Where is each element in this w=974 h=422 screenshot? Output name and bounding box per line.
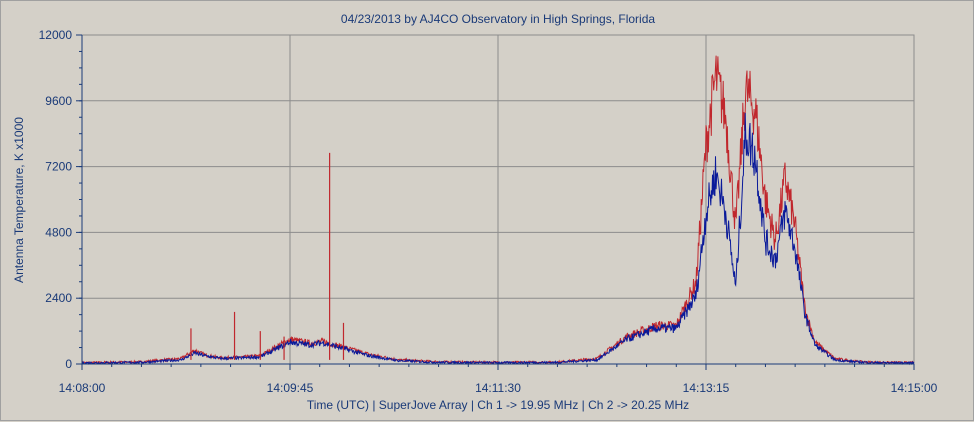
series-ch2-line [81, 112, 915, 366]
x-tick-label: 14:13:15 [683, 381, 730, 395]
x-axis-label: Time (UTC) | SuperJove Array | Ch 1 -> 1… [307, 398, 689, 412]
y-tick-label: 4800 [45, 225, 72, 239]
y-tick-label: 7200 [45, 160, 72, 174]
x-tick-label: 14:09:45 [267, 381, 314, 395]
x-tick-label: 14:08:00 [59, 381, 106, 395]
x-tick-labels: 14:08:00 14:09:45 14:11:30 14:13:15 14:15:00 [59, 381, 938, 395]
x-tick-label: 14:11:30 [475, 381, 521, 395]
y-tick-label: 2400 [45, 291, 72, 305]
y-tick-label: 0 [65, 357, 72, 371]
y-tick-label: 12000 [39, 28, 73, 42]
series-layer [81, 55, 915, 366]
x-tick-label: 14:15:00 [891, 381, 938, 395]
y-tick-label: 9600 [45, 94, 72, 108]
y-tick-labels: 0 2400 4800 7200 9600 12000 [39, 28, 73, 371]
chart-title: 04/23/2013 by AJ4CO Observatory in High … [341, 12, 655, 26]
y-axis-label: Antenna Temperature, K x1000 [12, 117, 26, 283]
